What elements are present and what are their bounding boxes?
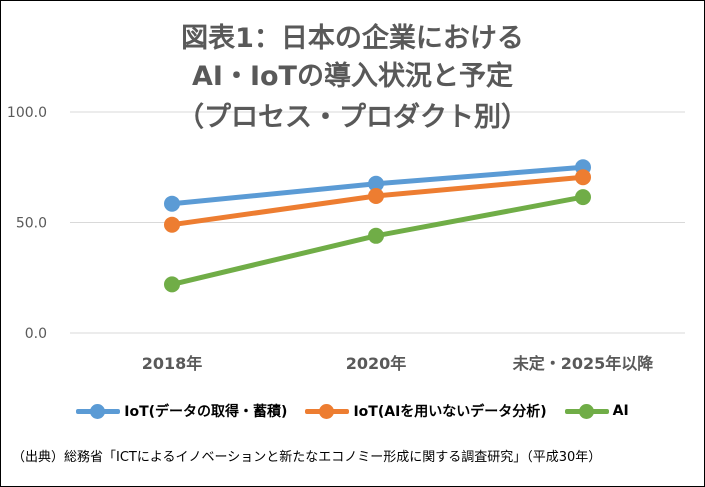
chart-legend: IoT(データの取得・蓄積) IoT(AIを用いないデータ分析) AI [0,398,705,424]
x-tick-label-3: 未定・2025年以降 [512,354,655,373]
y-tick-label-1: 100.0 [7,105,47,121]
legend-swatch-series-3 [564,404,609,419]
series-3-point-2 [368,227,384,244]
series-1-point-2 [368,175,384,192]
legend-item-series-1: IoT(データの取得・蓄積) [76,401,287,421]
source-note: （出典）総務省「ICTによるイノベーションと新たなエコノミー形成に関する調査研究… [12,450,602,465]
chart-title-line-2: AI・IoTの導入状況と予定 [192,61,513,92]
legend-swatch-series-1 [76,404,121,419]
y-tick-label-2: 50.0 [16,216,47,232]
legend-item-series-2: IoT(AIを用いないデータ分析) [305,401,547,421]
legend-item-series-3: AI [564,403,629,419]
series-2-point-1 [164,216,180,233]
series-2-point-3 [575,169,591,186]
x-tick-label-1: 2018年 [142,354,203,373]
chart-title-line-1: 図表1：日本の企業における [181,23,524,54]
series-1-point-1 [164,195,180,212]
legend-label-series-2: IoT(AIを用いないデータ分析) [353,404,547,420]
series-2-point-2 [368,188,384,204]
series-3-point-3 [575,189,591,206]
series-3-point-1 [164,276,180,293]
legend-label-series-1: IoT(データの取得・蓄積) [124,404,288,420]
y-tick-label-3: 0.0 [25,326,47,342]
chart-title-line-3: （プロセス・プロダクト別） [177,102,528,133]
legend-swatch-series-2 [305,404,350,419]
legend-label-series-3: AI [612,403,629,419]
x-tick-label-2: 2020年 [346,354,407,373]
